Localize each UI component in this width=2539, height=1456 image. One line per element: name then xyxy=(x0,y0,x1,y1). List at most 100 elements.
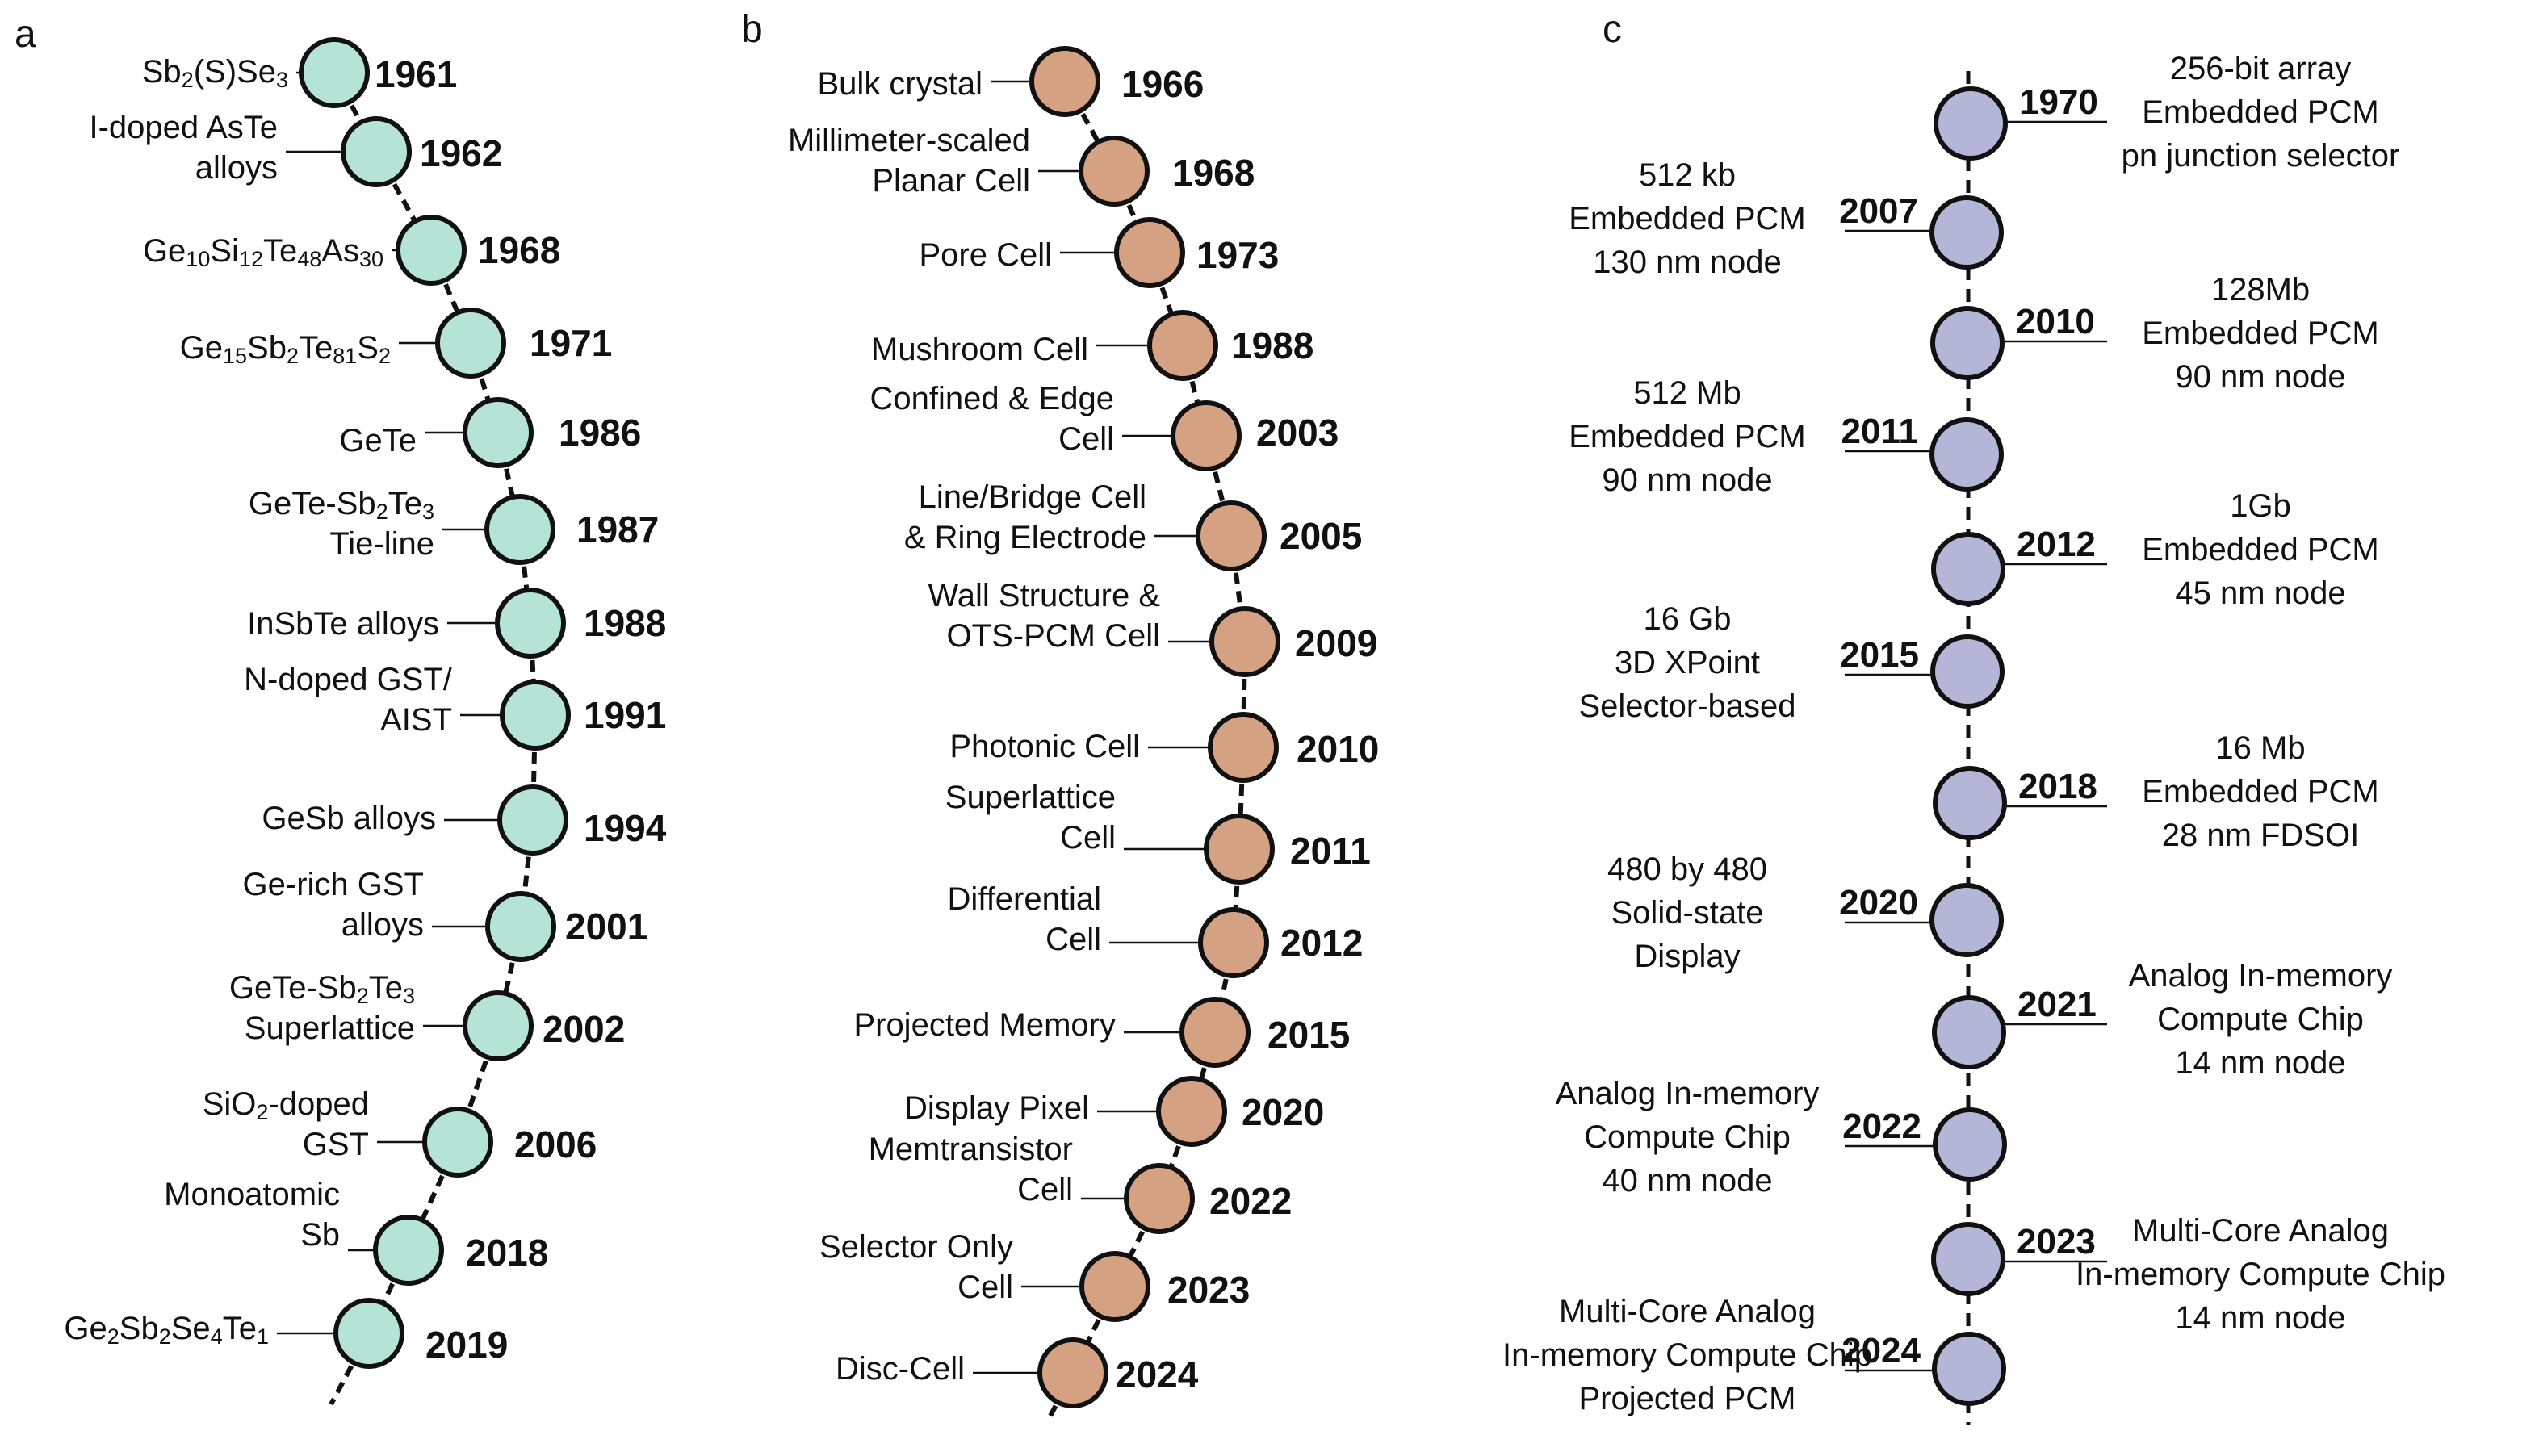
timeline-event-b-1988: 1988 Mushroom Cell xyxy=(871,310,1313,381)
event-year: 2010 xyxy=(2016,302,2095,341)
event-label: Differential Cell xyxy=(948,881,1101,957)
event-year: 2006 xyxy=(514,1123,597,1165)
timeline-node xyxy=(1931,532,2005,606)
timeline-node xyxy=(1179,997,1251,1068)
timeline-event-a-1968: 1968 Ge10Si12Te48As30 xyxy=(143,215,560,286)
timeline-event-b-1966: 1966 Bulk crystal xyxy=(818,46,1204,117)
event-label: Superlattice Cell xyxy=(945,780,1116,856)
event-label: 128Mb Embedded PCM 90 nm node xyxy=(2142,272,2378,395)
timeline-event-b-2010: 2010 Photonic Cell xyxy=(949,712,1379,783)
event-label: Selector Only Cell xyxy=(819,1229,1013,1305)
timeline-connector xyxy=(1189,1031,1217,1112)
event-year: 2019 xyxy=(425,1324,508,1366)
event-label: Ge15Sb2Te81S2 xyxy=(180,330,391,368)
event-label: GeSb alloys xyxy=(262,801,436,836)
event-year: 2023 xyxy=(1167,1269,1250,1311)
event-year: 2020 xyxy=(1839,883,1918,923)
timeline-event-b-2015: 2015 Projected Memory xyxy=(853,997,1350,1068)
event-year: 2010 xyxy=(1297,728,1379,770)
timeline-node xyxy=(1209,606,1280,677)
timeline-node xyxy=(435,308,506,379)
event-label: Ge-rich GST alloys xyxy=(243,867,424,943)
timeline-node xyxy=(1933,1107,2007,1182)
timeline-node xyxy=(1147,310,1218,381)
timeline-event-c-2022: 2022 Analog In-memory Compute Chip 40 nm no… xyxy=(1556,1076,2007,1199)
event-label: 480 by 480 Solid-state Display xyxy=(1607,851,1767,974)
event-label: 1Gb Embedded PCM 45 nm node xyxy=(2142,488,2378,611)
timeline-event-a-1987: 1987 GeTe-Sb2Te3 Tie-line xyxy=(249,486,659,565)
panel-label-b: b xyxy=(741,8,763,51)
timeline-node xyxy=(299,37,370,108)
event-label: Memtransistor Cell xyxy=(869,1132,1073,1207)
timeline-tail xyxy=(329,1332,371,1406)
event-year: 2005 xyxy=(1280,515,1362,557)
timeline-node xyxy=(1204,814,1275,885)
event-label: Mushroom Cell xyxy=(871,332,1088,367)
panel-label-a: a xyxy=(15,13,36,56)
timeline-event-a-1971: 1971 Ge15Sb2Te81S2 xyxy=(180,308,612,379)
event-label: Line/Bridge Cell & Ring Electrode xyxy=(904,479,1146,555)
timeline-node xyxy=(341,116,412,187)
timeline-event-a-1991: 1991 N-doped GST/AIST xyxy=(244,662,666,751)
timeline-node xyxy=(1037,1337,1108,1408)
event-label: Ge10Si12Te48As30 xyxy=(143,233,383,271)
timeline-node xyxy=(1929,417,2004,492)
timeline-event-b-2003: 2003 Confined & Edge Cell xyxy=(870,381,1339,471)
event-year: 2020 xyxy=(1242,1091,1324,1133)
timeline-node xyxy=(485,891,556,962)
panel-c-chip-timeline: 1970 256-bit array Embedded PCM pn junction… xyxy=(1502,51,2445,1425)
timeline-node xyxy=(463,990,534,1061)
timeline-event-a-2001: 2001 Ge-rich GST alloys xyxy=(243,867,647,962)
timeline-node xyxy=(1029,46,1100,117)
event-label: Millimeter-scaled Planar Cell xyxy=(788,123,1030,199)
event-year: 1991 xyxy=(584,694,666,736)
timeline-event-a-2002: 2002 GeTe-Sb2Te3 Superlattice xyxy=(229,970,625,1061)
timeline-event-c-2023: 2023 Multi-Core Analog In-memory Compute C… xyxy=(1931,1213,2445,1336)
timeline-event-b-2009: 2009 Wall Structure & OTS-PCM Cell xyxy=(928,578,1377,677)
event-year: 1987 xyxy=(576,508,659,550)
timeline-event-a-2018: 2018 Monoatomic Sb xyxy=(164,1177,548,1286)
event-label: Multi-Core Analog In-memory Compute Chip 1… xyxy=(2076,1213,2445,1336)
timeline-node xyxy=(373,1215,444,1286)
timeline-node xyxy=(1933,766,2007,840)
timeline-event-c-2021: 2021 Analog In-memory Compute Chip 14 nm no… xyxy=(1932,958,2393,1081)
timeline-node xyxy=(1934,86,2008,161)
event-year: 2022 xyxy=(1842,1107,1921,1146)
event-year: 1988 xyxy=(1231,324,1313,366)
timeline-node xyxy=(1930,634,2005,709)
timeline-event-a-2006: 2006 SiO2-doped GST xyxy=(203,1086,597,1178)
event-year: 2001 xyxy=(565,906,647,948)
timeline-node xyxy=(1932,1332,2006,1406)
event-year: 2024 xyxy=(1116,1353,1199,1395)
event-year: 2023 xyxy=(2017,1222,2096,1261)
timeline-event-b-1973: 1973 Pore Cell xyxy=(919,217,1279,288)
event-year: 2011 xyxy=(1841,412,1918,451)
event-year: 1986 xyxy=(559,412,641,454)
timeline-event-c-2020: 2020 480 by 480 Solid-state Display xyxy=(1607,851,2004,974)
event-label: GeTe-Sb2Te3 Tie-line xyxy=(249,486,434,562)
event-label: Multi-Core Analog In-memory Compute Chip P… xyxy=(1502,1294,1872,1416)
event-label: Pore Cell xyxy=(919,237,1052,273)
event-label: SiO2-doped GST xyxy=(203,1086,369,1162)
timeline-node xyxy=(1929,883,2004,957)
timeline-event-c-2015: 2015 16 Gb 3D XPoint Selector-based xyxy=(1578,601,2005,724)
event-year: 2022 xyxy=(1209,1180,1292,1222)
event-label: Projected Memory xyxy=(853,1007,1116,1043)
timeline-event-b-2005: 2005 Line/Bridge Cell & Ring Electrode xyxy=(904,479,1362,571)
event-label: 16 Gb 3D XPoint Selector-based xyxy=(1578,601,1795,724)
event-year: 1968 xyxy=(1172,152,1255,194)
timeline-node xyxy=(1208,712,1279,783)
event-label: Analog In-memory Compute Chip 14 nm node xyxy=(2129,958,2393,1081)
timeline-event-c-2010: 2010 128Mb Embedded PCM 90 nm node xyxy=(1930,272,2379,395)
timeline-node xyxy=(500,680,571,751)
event-year: 1971 xyxy=(530,322,612,364)
timeline-connector xyxy=(1112,169,1152,254)
event-year: 2015 xyxy=(1267,1014,1350,1056)
event-year: 1961 xyxy=(375,53,457,95)
event-year: 2011 xyxy=(1290,830,1371,872)
timeline-event-b-2012: 2012 Differential Cell xyxy=(948,881,1363,978)
event-year: 1994 xyxy=(584,807,667,849)
timeline-event-a-1962: 1962 I-doped AsTe alloys xyxy=(90,110,502,187)
timeline-event-b-2020: 2020 Display Pixel xyxy=(904,1076,1324,1147)
